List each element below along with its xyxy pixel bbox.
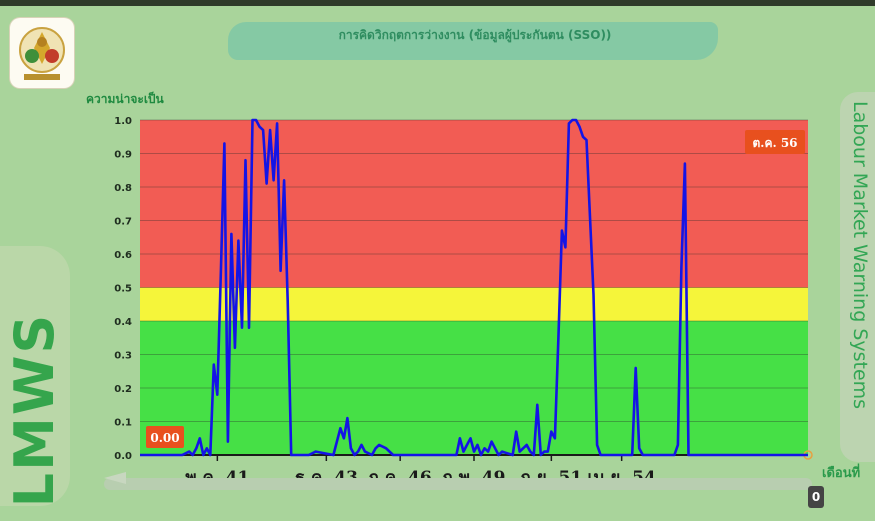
- y-ticks: 0.0 0.1 0.2 0.3 0.4 0.5 0.6 0.7 0.8 0.9 1.0: [114, 116, 132, 462]
- y-tick-label: 0.2: [114, 384, 132, 395]
- annotation-label-start: 0.00: [150, 431, 179, 445]
- right-brand-backdrop: [840, 92, 875, 462]
- top-border: [0, 0, 875, 6]
- left-brand-backdrop: [0, 246, 70, 506]
- y-tick-label: 0.5: [114, 284, 132, 295]
- y-tick-label: 1.0: [114, 116, 132, 127]
- annotations: 0.00 ต.ค. 56: [146, 130, 805, 448]
- series-line: [140, 118, 808, 457]
- y-tick-label: 0.0: [114, 451, 132, 462]
- scroll-left-arrow-icon[interactable]: [104, 472, 126, 484]
- x-axis-label: เดือนที่: [822, 466, 861, 481]
- annotation-badge-start: [146, 426, 184, 448]
- zone-band-0: [140, 321, 808, 455]
- y-tick-label: 0.6: [114, 250, 132, 261]
- title-backdrop: [228, 22, 718, 60]
- y-tick-label: 0.3: [114, 351, 132, 362]
- chart-title: การคิดวิกฤตการว่างงาน (ข้อมูลผู้ประกันตน…: [338, 28, 612, 42]
- y-tick-label: 0.7: [114, 217, 132, 228]
- annotation-label-latest: ต.ค. 56: [752, 136, 797, 150]
- series-line-group: [140, 118, 808, 457]
- y-tick-label: 0.1: [114, 418, 132, 429]
- y-tick-label: 0.4: [114, 317, 132, 328]
- timeline-scrollbar[interactable]: [104, 478, 812, 490]
- y-tick-label: 0.8: [114, 183, 132, 194]
- annotation-badge-latest: [745, 130, 805, 154]
- y-axis-label: ความน่าจะเป็น: [86, 92, 164, 106]
- emblem-icon: [19, 27, 65, 80]
- ministry-logo: [10, 18, 74, 88]
- y-tick-label: 0.9: [114, 150, 132, 161]
- zone-band-1: [140, 287, 808, 321]
- scroll-position-badge: 0: [808, 486, 824, 508]
